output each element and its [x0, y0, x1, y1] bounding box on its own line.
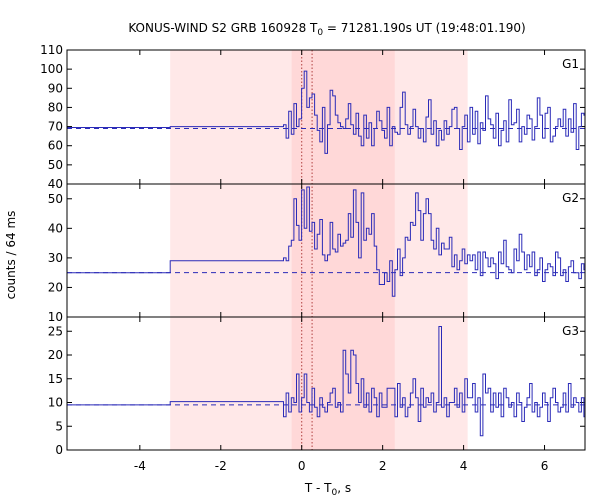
y-axis-label: counts / 64 ms	[4, 211, 18, 300]
x-tick-label-5: 6	[541, 459, 549, 473]
y-tick-label-G2-0: 10	[48, 310, 63, 324]
panel-frame-G3	[66, 316, 586, 451]
y-tick-label-G3-1: 5	[55, 419, 63, 433]
x-axis-label: T - T0, s	[304, 481, 351, 498]
y-tick-label-G1-5: 90	[48, 81, 63, 95]
y-tick-label-G2-1: 20	[48, 280, 63, 294]
y-tick-label-G1-3: 70	[48, 120, 63, 134]
x-tick-label-1: -2	[215, 459, 227, 473]
lightcurve-G1	[67, 70, 586, 154]
lightcurve-G3	[67, 326, 586, 437]
panel-label-G3: G3	[562, 324, 579, 338]
y-tick-label-G1-1: 50	[48, 158, 63, 172]
y-tick-label-G1-2: 60	[48, 139, 63, 153]
chart-title: KONUS-WIND S2 GRB 160928 T0 = 71281.190s…	[128, 21, 525, 38]
x-tick-label-3: 2	[379, 459, 387, 473]
y-tick-label-G3-0: 0	[55, 443, 63, 457]
y-tick-label-G2-2: 30	[48, 251, 63, 265]
y-tick-label-G2-4: 50	[48, 192, 63, 206]
y-tick-label-G3-4: 20	[48, 348, 63, 362]
x-tick-label-4: 4	[460, 459, 468, 473]
y-tick-label-G1-0: 40	[48, 177, 63, 191]
panel-label-G2: G2	[562, 191, 579, 205]
lightcurve-G2	[67, 186, 586, 297]
y-tick-label-G3-2: 10	[48, 396, 63, 410]
panel-label-G1: G1	[562, 57, 579, 71]
y-tick-label-G1-7: 110	[40, 43, 63, 57]
y-tick-label-G1-6: 100	[40, 62, 63, 76]
y-tick-label-G2-3: 40	[48, 221, 63, 235]
y-tick-label-G3-5: 25	[48, 324, 63, 338]
y-tick-label-G3-3: 15	[48, 372, 63, 386]
x-tick-label-2: 0	[298, 459, 306, 473]
x-tick-label-0: -4	[134, 459, 146, 473]
y-tick-label-G1-4: 80	[48, 100, 63, 114]
